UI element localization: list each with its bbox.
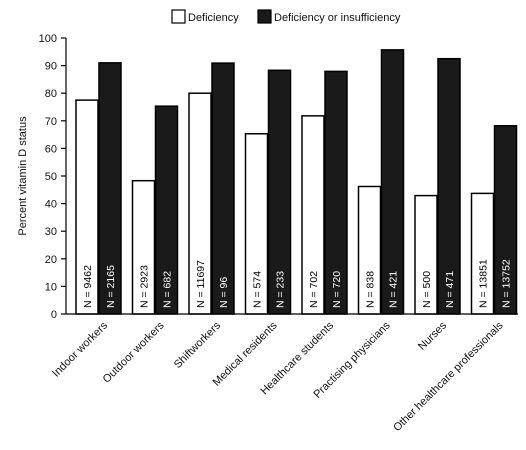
bar-n-label: N = 13851 [478, 259, 490, 308]
y-tick-label: 100 [39, 33, 57, 45]
x-category-label: Nurses [416, 319, 449, 352]
bar-n-label: N = 500 [421, 271, 433, 308]
y-axis: 0 10 20 30 40 50 60 70 80 90 100 [39, 33, 67, 321]
bar-n-label: N = 96 [218, 277, 230, 308]
bar-n-label: N = 13752 [501, 259, 513, 308]
bar-n-label: N = 9462 [82, 265, 94, 308]
x-category-label: Other healthcare professionals [391, 319, 506, 434]
x-category-label: Outdoor workers [101, 319, 167, 385]
legend-label-1: Deficiency or insufficiency [274, 12, 401, 24]
y-tick-label: 80 [45, 88, 57, 100]
bars: N = 9462 N = 2165 N = 2923 N = 682 N = 11697… [75, 49, 518, 315]
bar-n-label: N = 682 [162, 271, 174, 308]
y-tick-label: 60 [45, 143, 57, 155]
legend: Deficiency Deficiency or insufficiency [171, 9, 401, 24]
x-category-label: Indoor workers [50, 319, 110, 379]
bar-n-label: N = 2165 [105, 265, 117, 308]
bar-deficiency-or-insufficiency [211, 62, 235, 315]
y-tick-label: 90 [45, 61, 57, 73]
bar-n-label: N = 11697 [195, 260, 207, 308]
y-tick-label: 40 [45, 199, 57, 211]
bar-n-label: N = 2923 [139, 265, 151, 308]
y-tick-label: 70 [45, 116, 57, 128]
bar-n-label: N = 471 [444, 271, 456, 308]
y-tick-label: 50 [45, 171, 57, 183]
y-axis-label: Percent vitamin D status [17, 116, 29, 236]
legend-swatch-1 [257, 9, 272, 24]
legend-label-0: Deficiency [188, 12, 239, 24]
bar-n-label: N = 574 [252, 271, 264, 308]
legend-swatch-0 [171, 9, 186, 24]
y-tick-label: 30 [45, 226, 57, 238]
bar-n-label: N = 720 [331, 271, 343, 308]
y-tick-label: 0 [51, 309, 57, 321]
y-tick-label: 10 [45, 281, 57, 293]
x-category-label: Shiftworkers [172, 319, 224, 371]
bar-n-label: N = 233 [275, 271, 287, 308]
bar-n-label: N = 421 [388, 271, 400, 308]
y-tick-label: 20 [45, 254, 57, 266]
bar-n-label: N = 702 [308, 271, 320, 308]
bar-n-label: N = 838 [365, 271, 377, 308]
